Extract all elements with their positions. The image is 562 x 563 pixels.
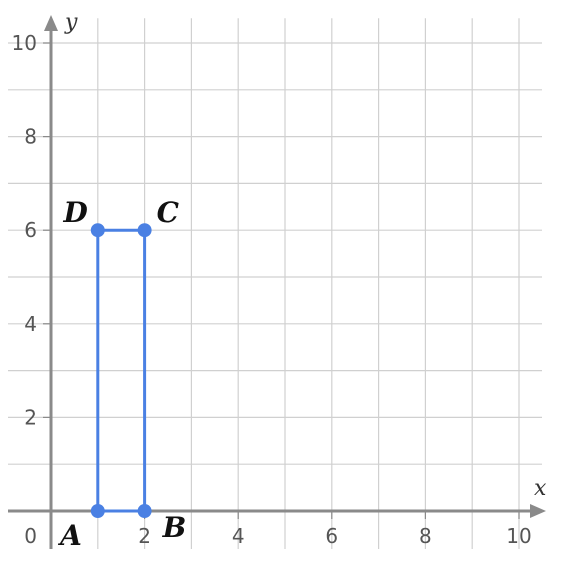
y-tick-label: 10 — [12, 31, 37, 55]
vertex-d[interactable] — [90, 223, 105, 238]
vertex-label-d: D — [63, 196, 89, 229]
vertex-label-b: B — [162, 511, 187, 544]
y-tick-label: 6 — [24, 218, 37, 242]
x-tick-label: 8 — [419, 524, 432, 548]
x-tick-label: 2 — [138, 524, 151, 548]
x-axis-label: x — [534, 476, 547, 501]
y-tick-label: 8 — [24, 125, 37, 149]
axes — [8, 15, 546, 549]
x-axis-arrow — [530, 504, 546, 518]
grid — [8, 18, 542, 549]
x-tick-label: 6 — [325, 524, 338, 548]
vertex-label-c: C — [157, 196, 180, 229]
rectangle-abcd — [90, 223, 152, 518]
vertex-b[interactable] — [137, 504, 152, 518]
y-axis-arrow — [44, 15, 58, 31]
x-tick-label: 10 — [506, 524, 531, 548]
vertex-label-a: A — [57, 519, 82, 552]
labels: 2 4 6 8 10 2 4 6 8 10 0 x y A B C D — [12, 10, 547, 552]
y-tick-label: 4 — [24, 312, 37, 336]
vertex-a[interactable] — [90, 504, 105, 518]
y-tick-label: 2 — [24, 405, 37, 429]
vertex-c[interactable] — [137, 223, 152, 238]
x-tick-label: 4 — [232, 524, 245, 548]
origin-label: 0 — [24, 524, 37, 548]
y-axis-label: y — [64, 10, 78, 35]
